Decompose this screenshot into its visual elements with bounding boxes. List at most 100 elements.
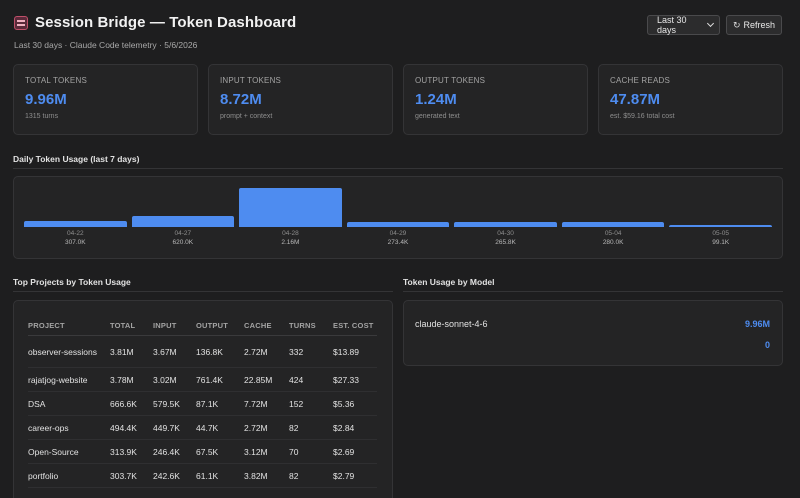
table-cell: 313.9K — [110, 439, 153, 464]
bar[interactable] — [454, 222, 557, 227]
bar-value-label: 265.8K — [495, 239, 516, 246]
bar-date-label: 04-22 — [66, 230, 84, 237]
bar[interactable] — [346, 222, 450, 227]
model-secondary-value: 0 — [764, 340, 770, 350]
table-cell: 332 — [289, 335, 333, 368]
table-cell: 246.4K — [153, 439, 196, 464]
table-cell: 7.72M — [244, 391, 289, 416]
bar[interactable] — [131, 215, 235, 227]
divider — [13, 291, 393, 292]
card-total-tokens: TOTAL TOKENS 9.96M 1315 turns — [13, 64, 198, 135]
date-range-select[interactable]: Last 30 days — [647, 15, 720, 35]
table-cell: 494.4K — [110, 415, 153, 440]
table-cell: 22.85M — [244, 367, 289, 392]
card-label: INPUT TOKENS — [220, 76, 282, 85]
model-total: 9.96M — [744, 319, 770, 329]
bar[interactable] — [561, 221, 665, 227]
bar-date-label: 04-30 — [497, 230, 514, 237]
model-usage-title: Token Usage by Model — [403, 277, 495, 287]
column-header[interactable]: TURNS — [289, 317, 333, 336]
page-subtitle: Last 30 days · Claude Code telemetry · 5… — [14, 40, 198, 50]
model-usage-panel: claude-sonnet-4-6 9.96M 0 — [403, 300, 783, 366]
bar[interactable] — [24, 221, 127, 227]
date-range-value: Last 30 days — [657, 15, 687, 35]
table-cell: $13.89 — [333, 335, 377, 368]
table-cell: career-ops — [28, 415, 110, 440]
table-cell: $2.84 — [333, 415, 377, 440]
top-projects-title: Top Projects by Token Usage — [13, 277, 131, 287]
bar-value-label: 620.0K — [172, 239, 194, 246]
card-output-tokens: OUTPUT TOKENS 1.24M generated text — [403, 64, 588, 135]
refresh-button[interactable]: ↻ Refresh — [726, 15, 782, 35]
table-row[interactable]: portfolio 303.7K 242.6K 61.1K 3.82M 82 $2.79 — [28, 463, 377, 488]
card-input-tokens: INPUT TOKENS 8.72M prompt + context — [208, 64, 393, 135]
table-cell: 449.7K — [153, 415, 196, 440]
table-cell: $27.33 — [333, 367, 377, 392]
table-cell: 3.67M — [153, 335, 196, 368]
refresh-label: Refresh — [743, 20, 776, 30]
divider — [13, 168, 783, 169]
card-sub: generated text — [415, 113, 460, 120]
table-cell: 82 — [289, 463, 333, 488]
table-cell: 44.7K — [196, 415, 244, 440]
bar-date-label: 04-29 — [389, 230, 407, 237]
session-bridge-logo-icon — [14, 15, 28, 30]
table-cell: observer-sessions — [28, 335, 110, 368]
table-cell: 70 — [289, 439, 333, 464]
summary-cards: TOTAL TOKENS 9.96M 1315 turns INPUT TOKE… — [13, 64, 783, 135]
table-cell: 579.5K — [153, 391, 196, 416]
table-cell: 152 — [289, 391, 333, 416]
column-header[interactable]: PROJECT — [28, 317, 110, 336]
table-cell: 3.81M — [110, 335, 153, 368]
page-header: Session Bridge — Token Dashboard Last 30… — [14, 14, 782, 54]
card-label: CACHE READS — [610, 76, 670, 85]
column-header[interactable]: CACHE — [244, 317, 289, 336]
table-cell: $5.36 — [333, 391, 377, 416]
table-row[interactable]: observer-sessions 3.81M 3.67M 136.8K 2.72M 33… — [28, 335, 377, 368]
column-header[interactable]: TOTAL — [110, 317, 153, 336]
card-label: TOTAL TOKENS — [25, 76, 87, 85]
card-value: 9.96M — [25, 91, 67, 108]
card-label: OUTPUT TOKENS — [415, 76, 486, 85]
bar-date-label: 05-05 — [712, 230, 730, 237]
table-header-row: PROJECT TOTAL INPUT OUTPUT CACHE TURNS E… — [28, 317, 377, 336]
bar[interactable] — [669, 225, 772, 227]
table-cell: 303.7K — [110, 463, 153, 488]
table-row[interactable]: career-ops 494.4K 449.7K 44.7K 2.72M 82 $2.84 — [28, 415, 377, 440]
projects-table: PROJECT TOTAL INPUT OUTPUT CACHE TURNS E… — [28, 317, 377, 488]
table-cell: 424 — [289, 367, 333, 392]
table-cell: $2.69 — [333, 439, 377, 464]
table-cell: DSA — [28, 391, 110, 416]
projects-panel: PROJECT TOTAL INPUT OUTPUT CACHE TURNS E… — [13, 300, 393, 498]
column-header[interactable]: EST. COST — [333, 317, 377, 336]
refresh-icon: ↻ — [732, 19, 741, 30]
table-cell: 3.12M — [244, 439, 289, 464]
table-cell: 61.1K — [196, 463, 244, 488]
card-sub: 1315 turns — [25, 113, 59, 120]
table-cell: 666.6K — [110, 391, 153, 416]
table-row[interactable]: DSA 666.6K 579.5K 87.1K 7.72M 152 $5.36 — [28, 391, 377, 416]
bar-value-label: 2.16M — [281, 239, 300, 246]
card-sub: prompt + context — [220, 113, 273, 120]
card-value: 47.87M — [610, 91, 661, 108]
table-row[interactable]: Open-Source 313.9K 246.4K 67.5K 3.12M 70 $2.69 — [28, 439, 377, 464]
table-cell: $2.79 — [333, 463, 377, 488]
column-header[interactable]: OUTPUT — [196, 317, 244, 336]
table-row[interactable]: rajatjog-website 3.78M 3.02M 761.4K 22.85M 42… — [28, 367, 377, 392]
table-cell: 242.6K — [153, 463, 196, 488]
table-cell: 761.4K — [196, 367, 244, 392]
table-cell: rajatjog-website — [28, 367, 110, 392]
table-cell: 67.5K — [196, 439, 244, 464]
divider — [403, 291, 783, 292]
card-value: 1.24M — [415, 91, 457, 108]
daily-usage-title: Daily Token Usage (last 7 days) — [13, 154, 140, 164]
table-cell: 3.02M — [153, 367, 196, 392]
table-cell: 3.78M — [110, 367, 153, 392]
column-header[interactable]: INPUT — [153, 317, 196, 336]
bar-value-label: 99.1K — [712, 239, 730, 246]
bar-value-label: 273.4K — [387, 239, 409, 246]
page-title: Session Bridge — Token Dashboard — [35, 14, 297, 31]
bar[interactable] — [239, 188, 342, 227]
card-sub: est. $59.16 total cost — [610, 113, 675, 120]
table-cell: Open-Source — [28, 439, 110, 464]
